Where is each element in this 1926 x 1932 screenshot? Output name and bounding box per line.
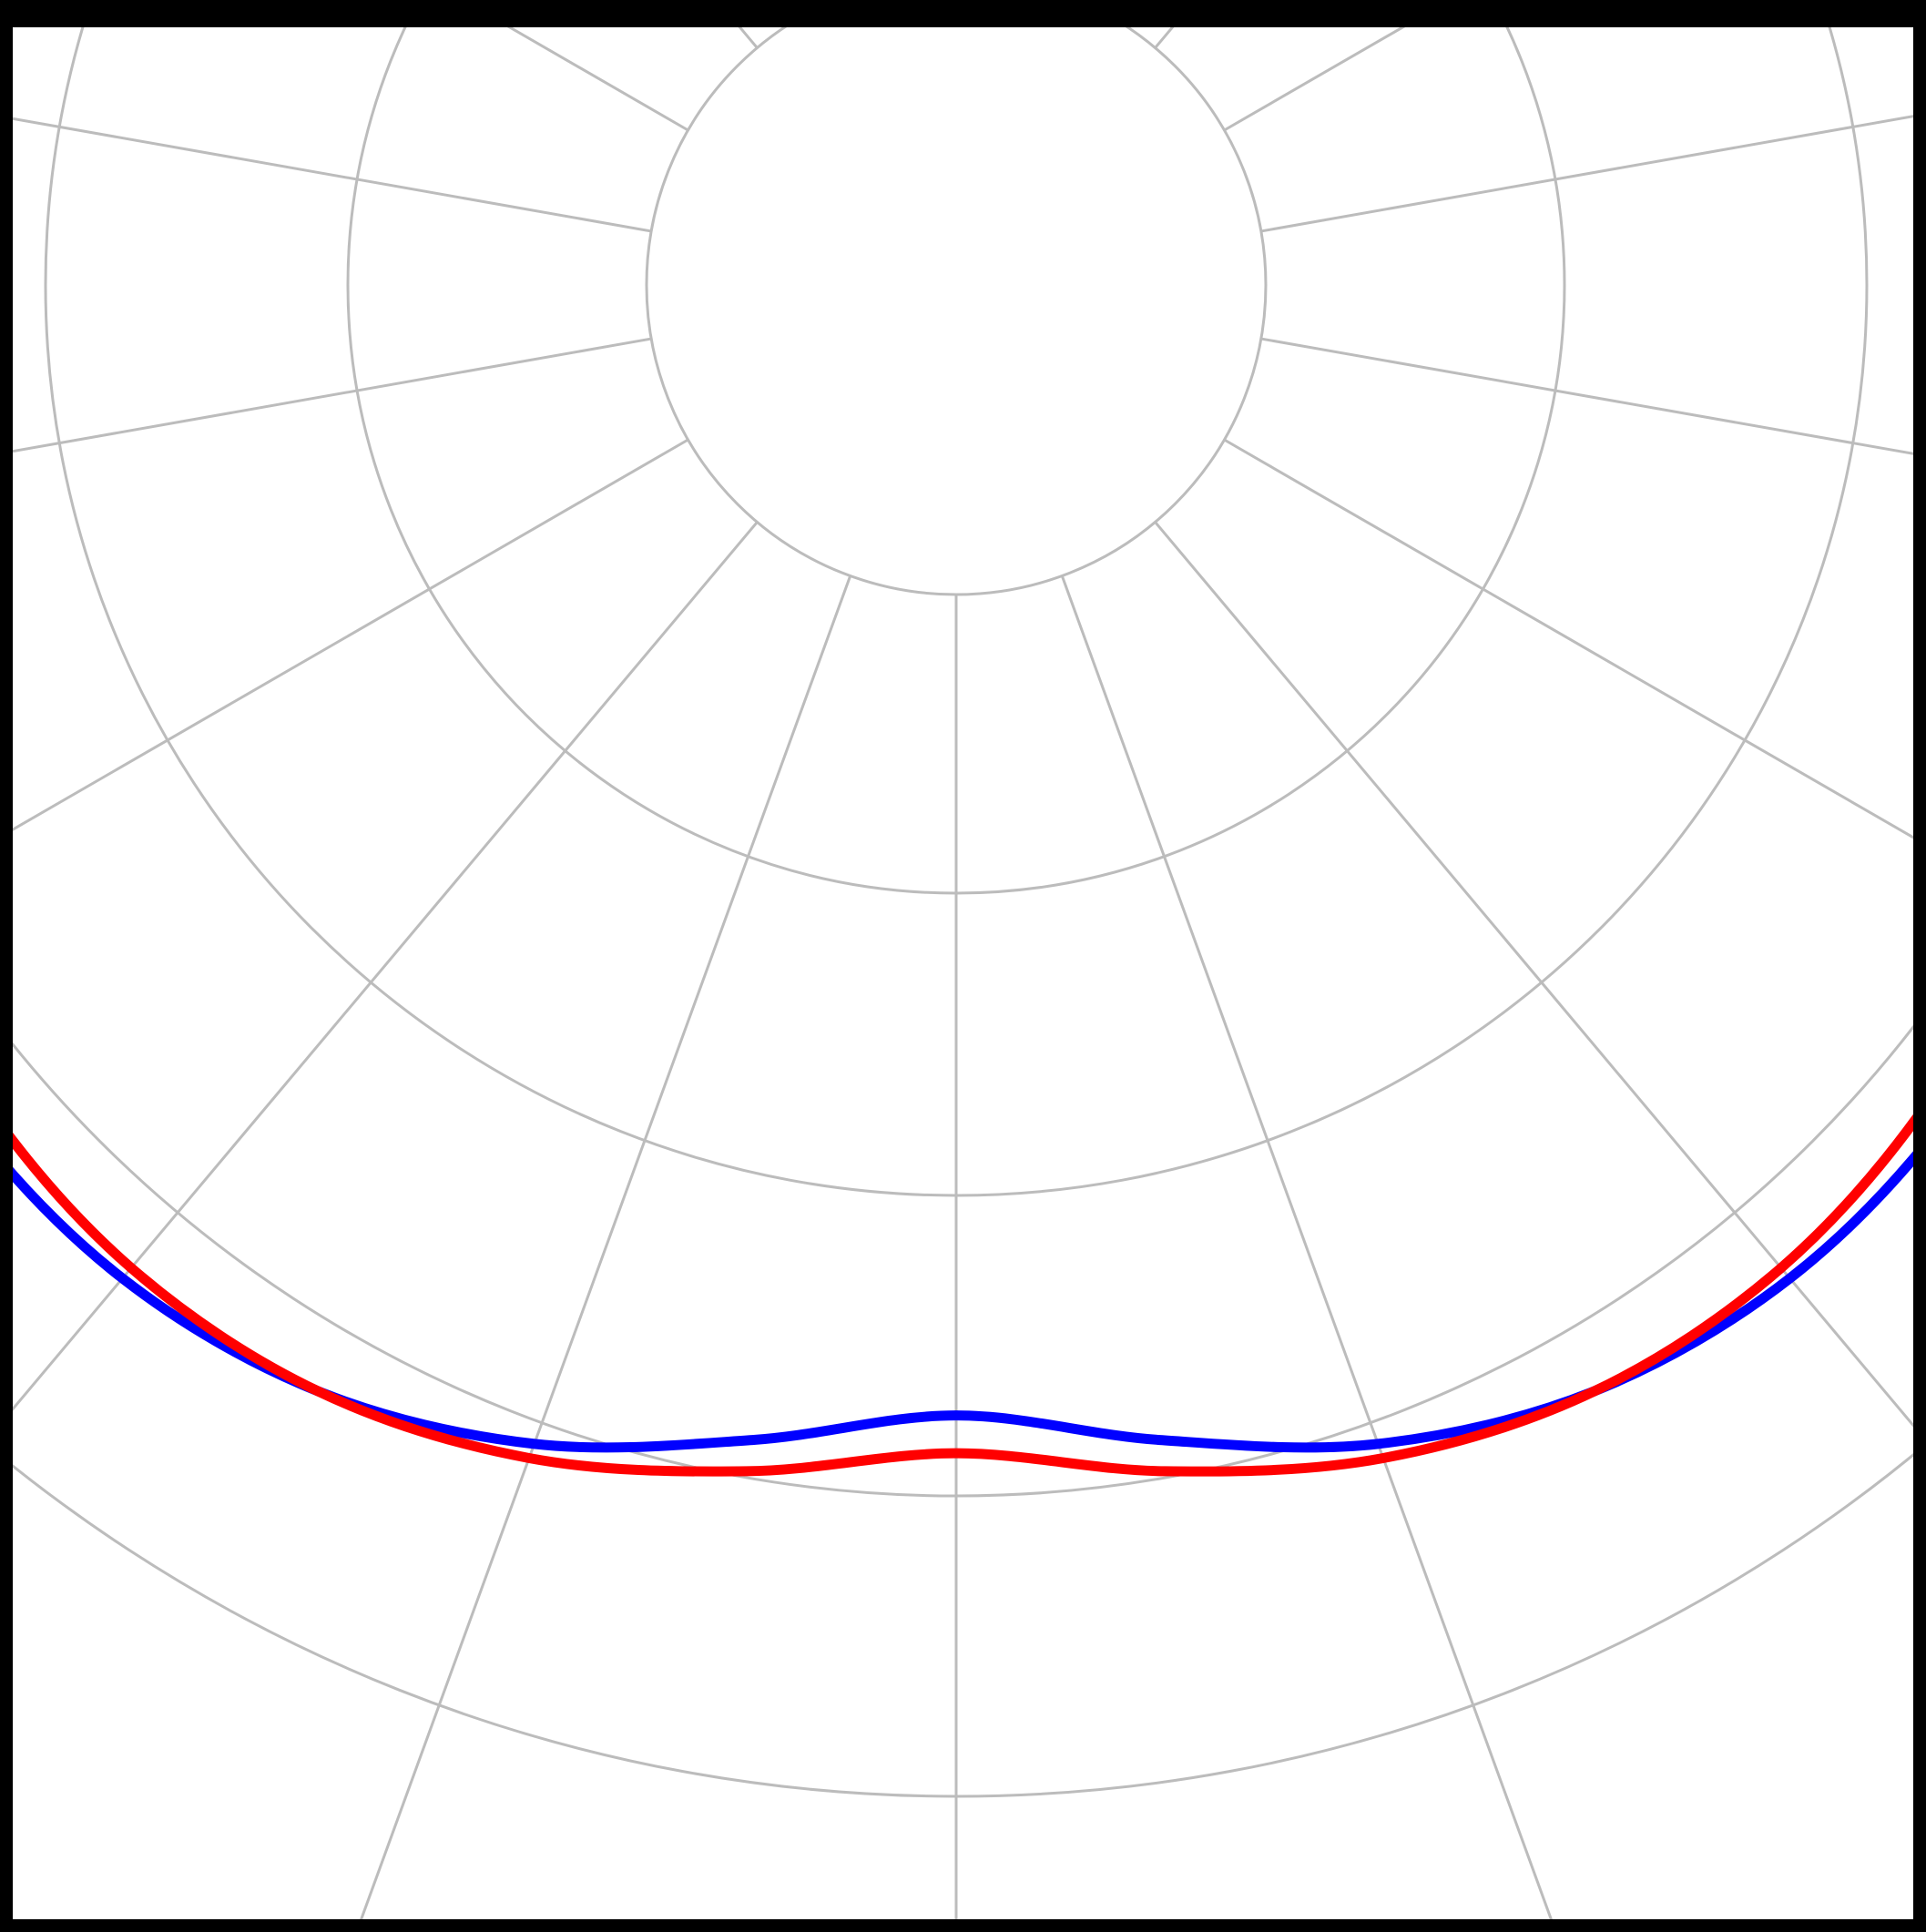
series-curve-blue-series (0, 1135, 1926, 1453)
plot-title-strip (13, 0, 1913, 27)
radial-gridline-0 (647, 0, 1266, 595)
angular-gridline-220deg (0, 522, 757, 1932)
data-series-group (0, 1096, 1926, 1477)
series-curve-red-series (0, 1096, 1926, 1477)
angular-gridline-100deg (1261, 339, 1926, 784)
angular-gridline-140deg (1156, 522, 1926, 1932)
angular-gridline-280deg (0, 0, 651, 231)
angular-gridline-120deg (1224, 440, 1926, 1721)
radial-gridline-4 (0, 0, 1926, 1796)
angular-gridline-160deg (1062, 575, 1926, 1932)
angular-gridline-80deg (1261, 0, 1926, 231)
radial-gridline-3 (0, 0, 1926, 1496)
radial-gridlines (0, 0, 1926, 1796)
angular-gridline-240deg (0, 440, 688, 1721)
angular-gridline-200deg (0, 575, 851, 1932)
angular-gridline-260deg (0, 339, 651, 784)
